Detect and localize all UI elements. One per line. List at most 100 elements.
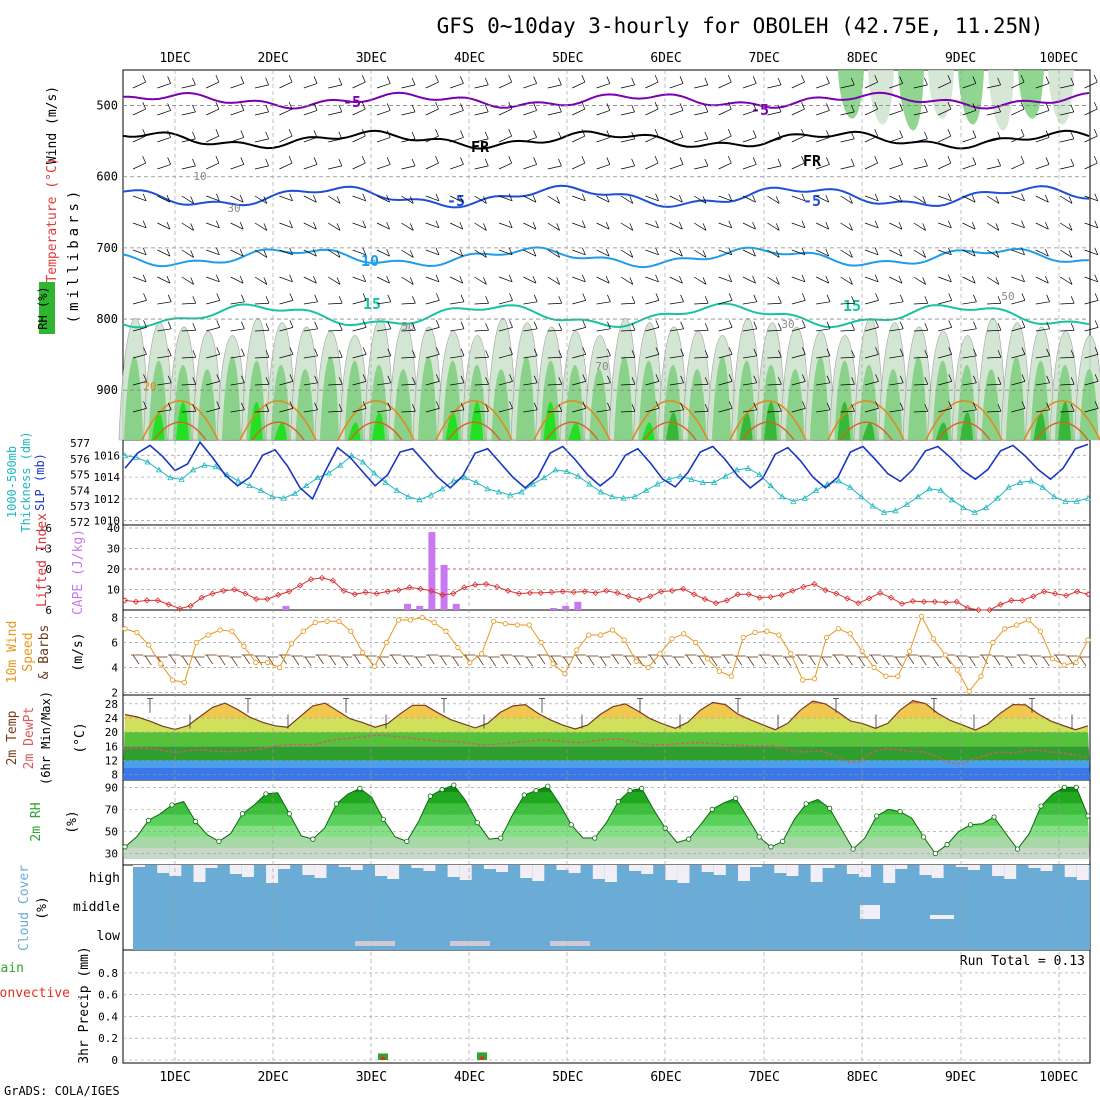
wind-barb-flag	[778, 404, 782, 412]
precip-tick-label: 0.8	[98, 967, 118, 980]
wind-speed-point	[728, 673, 734, 679]
wind-barb-shaft	[986, 249, 1000, 258]
wind-barb-shaft	[498, 354, 513, 359]
wind-barb-shaft	[791, 276, 806, 283]
date-label-bottom: 4DEC	[454, 1070, 485, 1085]
rh-point	[474, 820, 480, 826]
wind-barb-flag	[485, 377, 489, 385]
temp-bands	[123, 700, 1090, 780]
rh-mid-region	[883, 369, 903, 440]
wind-barb-flag	[532, 275, 537, 284]
wind-barb-shaft	[962, 409, 977, 413]
thickness-point	[314, 474, 321, 481]
wind-barb-shaft	[1035, 249, 1049, 257]
wind-barb-shaft	[279, 300, 294, 305]
wind-speed-point	[895, 673, 901, 679]
wind-barb-flag	[728, 293, 733, 301]
thickness-point	[507, 491, 514, 498]
precip-conv-bar	[480, 1056, 484, 1060]
wind-barb-shaft	[279, 108, 293, 116]
wind-barb-shaft	[913, 138, 928, 143]
wind-barb-flag	[679, 221, 683, 230]
li-point	[329, 577, 336, 584]
wind-barb-shaft	[328, 410, 343, 413]
wind-speed-point	[348, 628, 354, 634]
wind-barb-shaft	[425, 276, 440, 283]
li-line	[124, 577, 1089, 611]
wind-barb-flag	[484, 158, 489, 166]
wind-barb-shaft	[718, 327, 733, 332]
wind-barb-10m-flag	[821, 656, 829, 667]
wind-barb-shaft	[328, 222, 341, 231]
cloud-low-gap	[450, 941, 490, 946]
wind-barb-flag	[411, 104, 416, 112]
thickness-line	[124, 455, 1089, 513]
wind-barb-flag	[1070, 158, 1075, 166]
wind-barb-shaft	[913, 302, 928, 305]
wind-barb-shaft	[694, 165, 708, 170]
wind-barb-shaft	[303, 301, 318, 305]
wind-barb-flag	[775, 250, 780, 258]
wind-barb-flag	[216, 401, 221, 409]
li-point	[307, 576, 315, 583]
wind-barb-flag	[289, 374, 294, 382]
wind-barb-shaft	[767, 138, 782, 143]
thickness-point	[733, 466, 740, 473]
wind-barb-shaft	[303, 83, 318, 89]
wind-barb-shaft	[767, 383, 782, 386]
thickness-tick-label: 572	[70, 516, 90, 529]
li-point	[920, 598, 927, 605]
wind-barb-flag	[728, 274, 733, 282]
wind-barb-shaft	[791, 354, 806, 359]
wind-speed-point	[823, 634, 830, 641]
li-point	[614, 589, 621, 596]
wind-barb-flag	[435, 220, 440, 228]
rh-mid-region	[295, 369, 315, 440]
wind-barb-shaft	[401, 302, 416, 305]
wind-barb-flag	[558, 404, 563, 412]
wind-barb-flag	[922, 223, 926, 231]
wind-barb-flag	[1045, 248, 1049, 257]
wind-barb-shaft	[425, 300, 440, 305]
li-point	[450, 590, 457, 597]
wind-barb-shaft	[840, 222, 853, 231]
wind-barb-flag	[336, 250, 341, 258]
rh-point	[944, 842, 950, 848]
wind-barb-shaft	[352, 108, 366, 116]
wind-barb-10m-flag	[1055, 654, 1062, 665]
wind-barb-flag	[288, 128, 293, 137]
wind-barb-shaft	[1084, 195, 1098, 202]
wind-speed-point	[490, 618, 497, 624]
rh-dark-region	[935, 422, 949, 440]
wind-barb-flag	[387, 294, 392, 302]
wind-barb-flag	[263, 277, 268, 285]
wind-barb-flag	[631, 131, 635, 139]
wind-barb-flag	[972, 130, 977, 138]
cloud-high-gap	[314, 865, 327, 878]
wind-barb-shaft	[596, 249, 610, 257]
wind-barb-flag	[704, 350, 709, 358]
wind-barb-shaft	[742, 382, 757, 386]
wind-barb-shaft	[986, 356, 1001, 359]
pressure-label-thickness: Thickness (dm)	[19, 431, 33, 532]
wind-barb-flag	[874, 128, 879, 137]
date-label-top: 8DEC	[847, 51, 878, 66]
rh-point	[932, 850, 938, 857]
wind-barb-flag	[752, 275, 756, 284]
wind-barb-flag	[704, 404, 709, 412]
wind-barb-flag	[215, 74, 220, 83]
wind-barb-flag	[435, 74, 439, 83]
contour-label: 70	[595, 360, 608, 373]
temp-band	[123, 746, 1090, 761]
rh-point	[615, 799, 621, 805]
wind-barb-shaft	[889, 164, 903, 170]
cloud-high-gap	[193, 865, 206, 882]
wind-barb-flag	[777, 104, 782, 112]
wind-barb-flag	[801, 74, 805, 83]
dewpt-line	[124, 734, 1089, 766]
wind-barb-shaft	[669, 301, 684, 305]
wind-barb-flag	[485, 323, 489, 331]
wind-barb-shaft	[352, 408, 367, 413]
li-tick-label: 0	[45, 563, 52, 576]
wind-barb-shaft	[1011, 408, 1026, 413]
